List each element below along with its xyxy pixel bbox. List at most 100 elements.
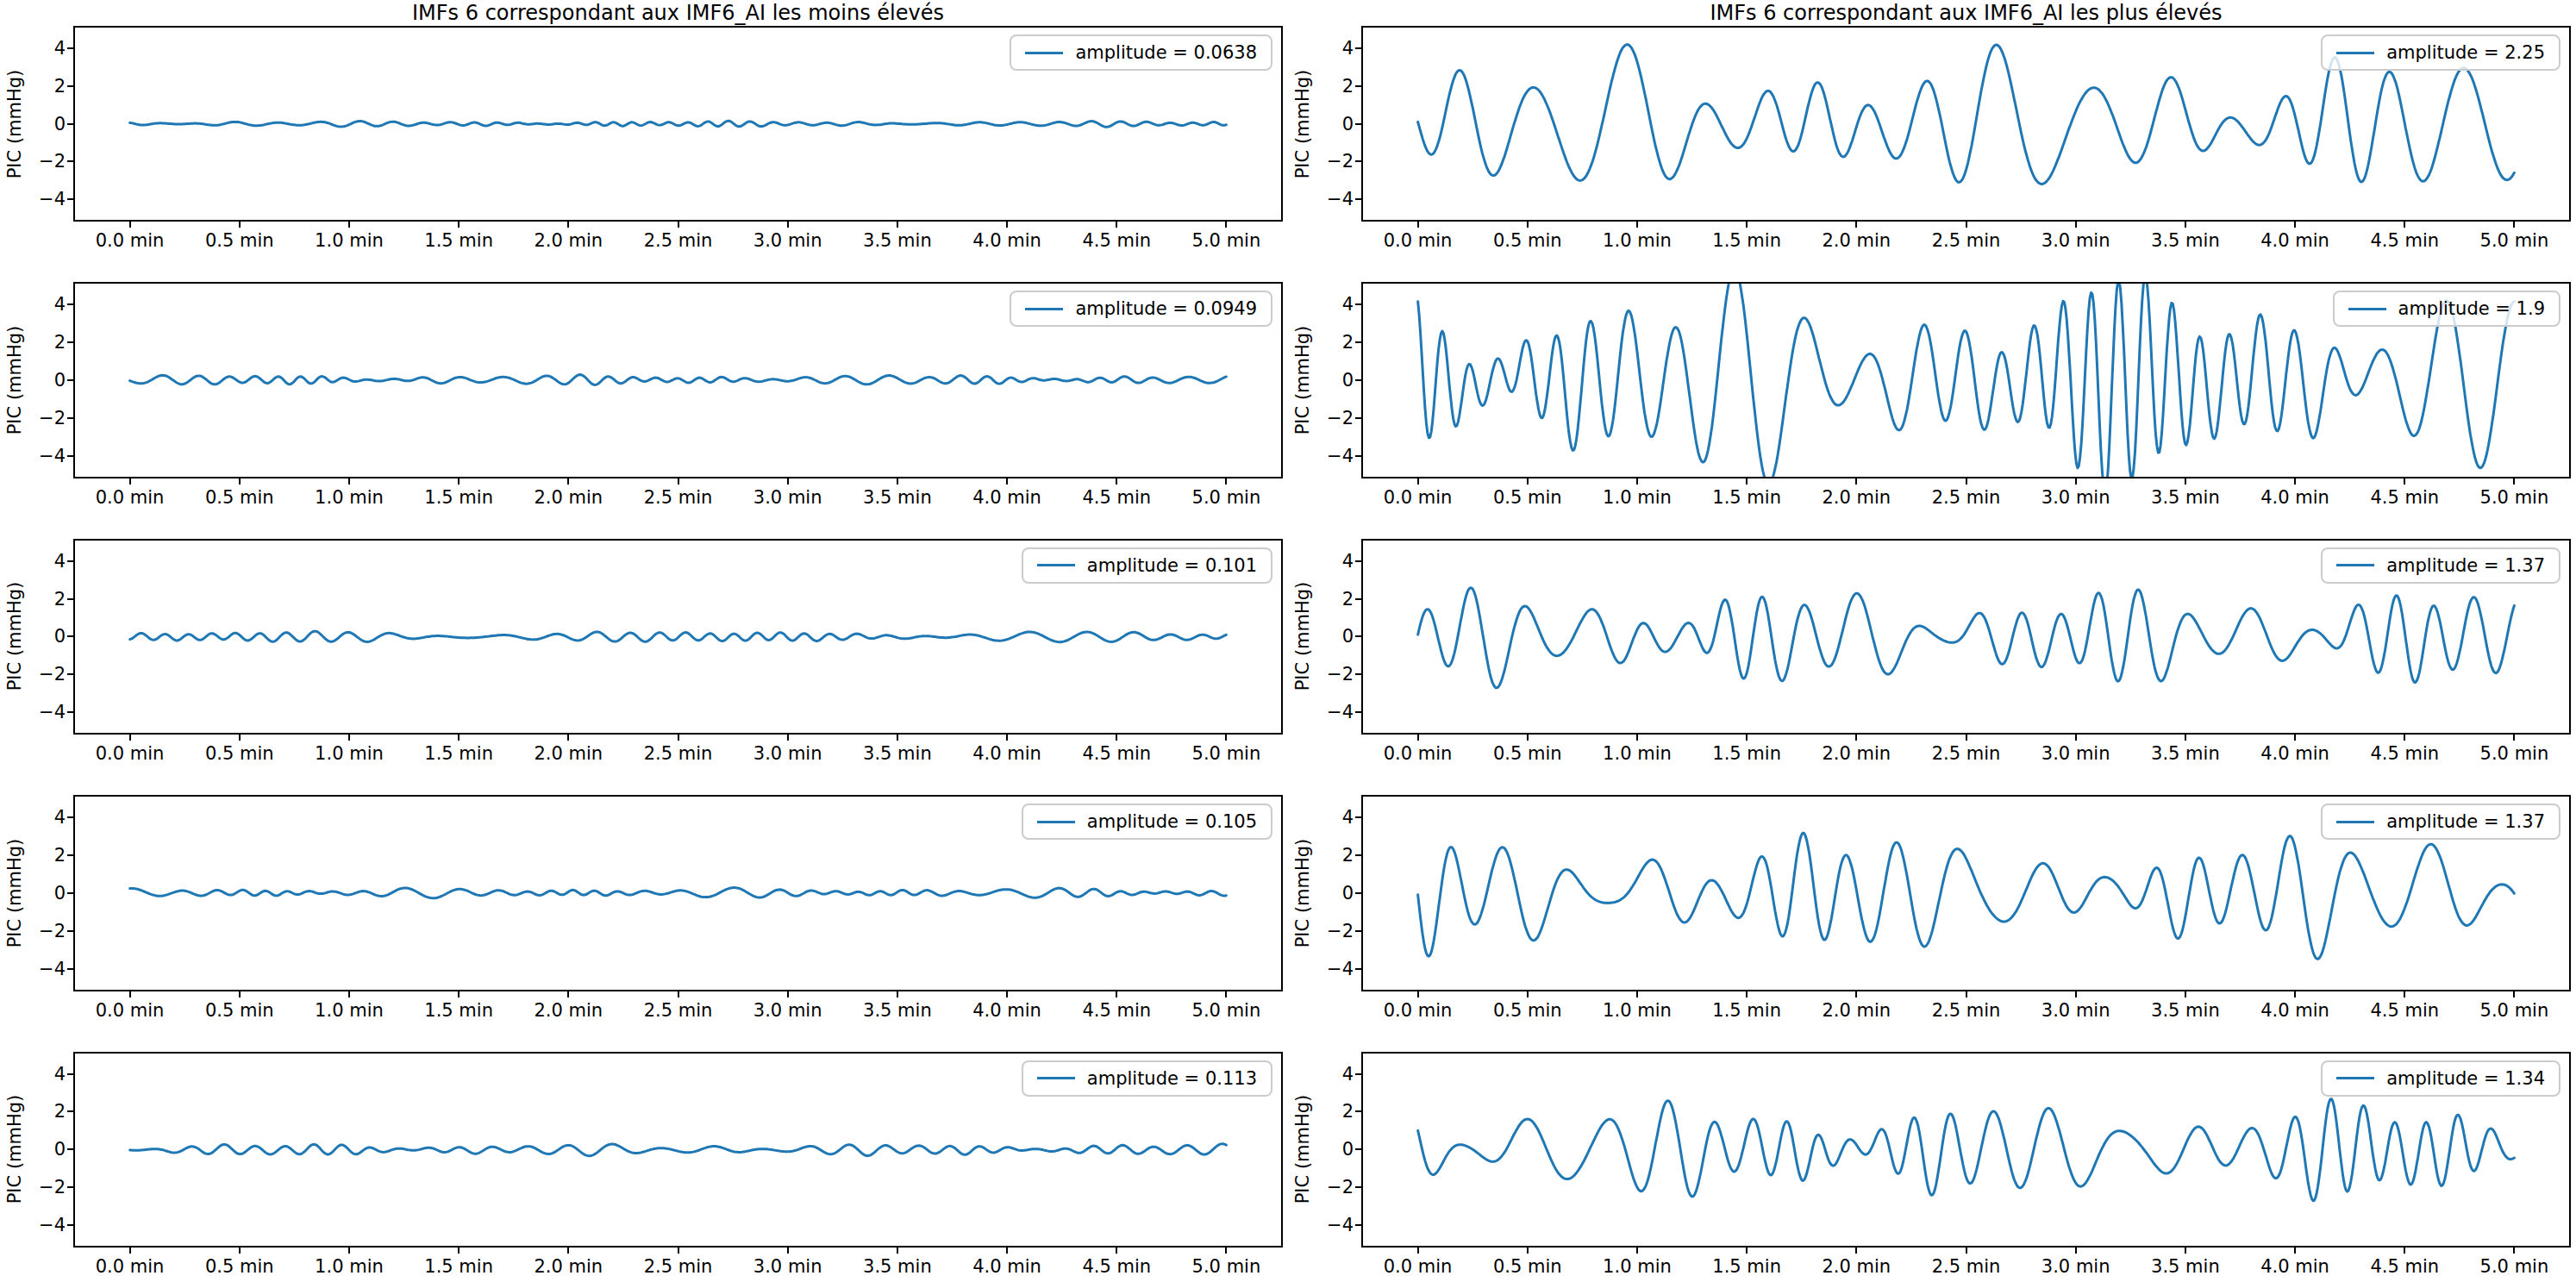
x-tick-mark: [1966, 1248, 1967, 1254]
x-tick-mark: [458, 478, 460, 485]
legend: amplitude = 1.37: [2321, 804, 2560, 840]
x-tick-label: 0.5 min: [205, 743, 274, 764]
legend-line-sample: [1037, 821, 1075, 823]
y-tick-mark: [67, 1073, 73, 1075]
x-tick-label: 0.5 min: [1493, 230, 1562, 251]
x-tick-mark: [2294, 222, 2296, 228]
x-tick-mark: [348, 735, 350, 741]
y-tick-mark: [67, 47, 73, 49]
y-axis-label: PIC (mmHg): [1288, 282, 1317, 478]
y-tick-label: −4: [1327, 446, 1354, 466]
y-tick-mark: [67, 417, 73, 419]
legend: amplitude = 0.113: [1022, 1060, 1272, 1097]
y-tick-mark: [1355, 711, 1361, 713]
plot-box: amplitude = 0.105 420−2−40.0 min0.5 min1…: [73, 795, 1283, 991]
x-tick-label: 4.5 min: [2370, 487, 2439, 508]
x-tick-label: 1.5 min: [1712, 487, 1781, 508]
x-tick-label: 2.5 min: [1932, 1000, 2001, 1021]
waveform-line: [130, 1143, 1227, 1155]
x-tick-mark: [2513, 735, 2515, 741]
x-tick-label: 0.5 min: [205, 487, 274, 508]
x-tick-label: 3.0 min: [753, 743, 822, 764]
subplot: PIC (mmHg) amplitude = 1.37 420−2−40.0 m…: [1288, 769, 2576, 1025]
x-tick-mark: [2294, 735, 2296, 741]
x-tick-mark: [1966, 222, 1967, 228]
x-tick-label: 3.0 min: [2041, 487, 2110, 508]
y-tick-mark: [1355, 968, 1361, 970]
x-tick-label: 2.5 min: [644, 743, 713, 764]
x-tick-mark: [1746, 478, 1748, 485]
x-tick-label: 5.0 min: [2480, 1000, 2549, 1021]
x-tick-mark: [2075, 478, 2077, 485]
y-axis-label: PIC (mmHg): [1288, 1052, 1317, 1248]
y-tick-label: −4: [39, 1215, 66, 1235]
y-tick-mark: [1355, 303, 1361, 305]
waveform-line: [130, 631, 1227, 642]
x-tick-mark: [1636, 478, 1638, 485]
x-tick-label: 4.5 min: [1082, 743, 1151, 764]
x-tick-label: 3.0 min: [2041, 743, 2110, 764]
x-tick-label: 4.0 min: [972, 230, 1041, 251]
y-tick-mark: [1355, 560, 1361, 562]
y-axis-label: PIC (mmHg): [0, 1052, 29, 1248]
x-tick-mark: [897, 735, 898, 741]
y-axis-label-text: PIC (mmHg): [4, 326, 25, 435]
x-tick-mark: [2075, 222, 2077, 228]
y-tick-mark: [1355, 1186, 1361, 1188]
y-tick-mark: [1355, 417, 1361, 419]
x-tick-label: 2.0 min: [534, 230, 603, 251]
x-tick-mark: [1116, 222, 1117, 228]
y-tick-mark: [1355, 379, 1361, 381]
x-tick-mark: [1527, 991, 1529, 997]
waveform-line: [130, 888, 1227, 898]
y-tick-mark: [1355, 635, 1361, 637]
x-tick-label: 1.0 min: [1603, 230, 1672, 251]
subplot-title: IMFs 6 correspondant aux IMF6_AI les plu…: [1361, 2, 2571, 24]
legend: amplitude = 0.105: [1022, 804, 1272, 840]
x-tick-mark: [348, 478, 350, 485]
y-axis-label: PIC (mmHg): [0, 795, 29, 991]
y-tick-mark: [67, 598, 73, 600]
y-tick-label: 4: [54, 294, 66, 315]
x-tick-label: 1.0 min: [1603, 1256, 1672, 1277]
x-tick-mark: [1116, 1248, 1117, 1254]
x-tick-label: 3.5 min: [863, 743, 932, 764]
plot-box: amplitude = 1.37 420−2−40.0 min0.5 min1.…: [1361, 795, 2571, 991]
y-tick-mark: [1355, 1148, 1361, 1150]
x-tick-label: 2.0 min: [1822, 487, 1891, 508]
legend: amplitude = 0.0638: [1010, 34, 1272, 71]
y-tick-label: −4: [39, 446, 66, 466]
x-tick-label: 0.0 min: [1384, 1000, 1453, 1021]
x-tick-label: 3.0 min: [2041, 1000, 2110, 1021]
y-axis-label: PIC (mmHg): [1288, 539, 1317, 735]
x-tick-mark: [567, 735, 569, 741]
x-tick-mark: [239, 735, 241, 741]
subplot: PIC (mmHg) amplitude = 0.101 420−2−40.0 …: [0, 513, 1288, 769]
x-tick-mark: [239, 478, 241, 485]
legend-label: amplitude = 0.0638: [1075, 42, 1257, 63]
x-tick-mark: [2185, 222, 2186, 228]
x-tick-label: 0.0 min: [96, 487, 165, 508]
x-tick-label: 4.5 min: [1082, 1256, 1151, 1277]
imf-comparison-figure: IMFs 6 correspondant aux IMF6_AI les moi…: [0, 0, 2576, 1282]
legend-line-sample: [2336, 52, 2374, 54]
x-tick-mark: [1855, 478, 1857, 485]
y-tick-label: −4: [1327, 702, 1354, 722]
y-tick-label: 2: [1342, 332, 1354, 353]
y-tick-label: 2: [1342, 845, 1354, 866]
x-tick-mark: [129, 735, 131, 741]
x-tick-mark: [2185, 478, 2186, 485]
y-tick-label: 2: [1342, 1101, 1354, 1122]
plot-box: amplitude = 0.0638 420−2−40.0 min0.5 min…: [73, 26, 1283, 222]
x-tick-label: 4.0 min: [972, 743, 1041, 764]
y-tick-label: 0: [54, 626, 66, 647]
y-tick-label: −2: [39, 921, 66, 941]
x-tick-label: 3.5 min: [2151, 1000, 2220, 1021]
x-tick-label: 5.0 min: [2480, 487, 2549, 508]
x-tick-label: 4.5 min: [2370, 230, 2439, 251]
y-tick-label: 4: [1342, 1064, 1354, 1085]
x-tick-label: 5.0 min: [1192, 1256, 1261, 1277]
y-axis-label-text: PIC (mmHg): [1292, 69, 1313, 178]
y-tick-mark: [1355, 930, 1361, 932]
x-tick-mark: [1966, 478, 1967, 485]
